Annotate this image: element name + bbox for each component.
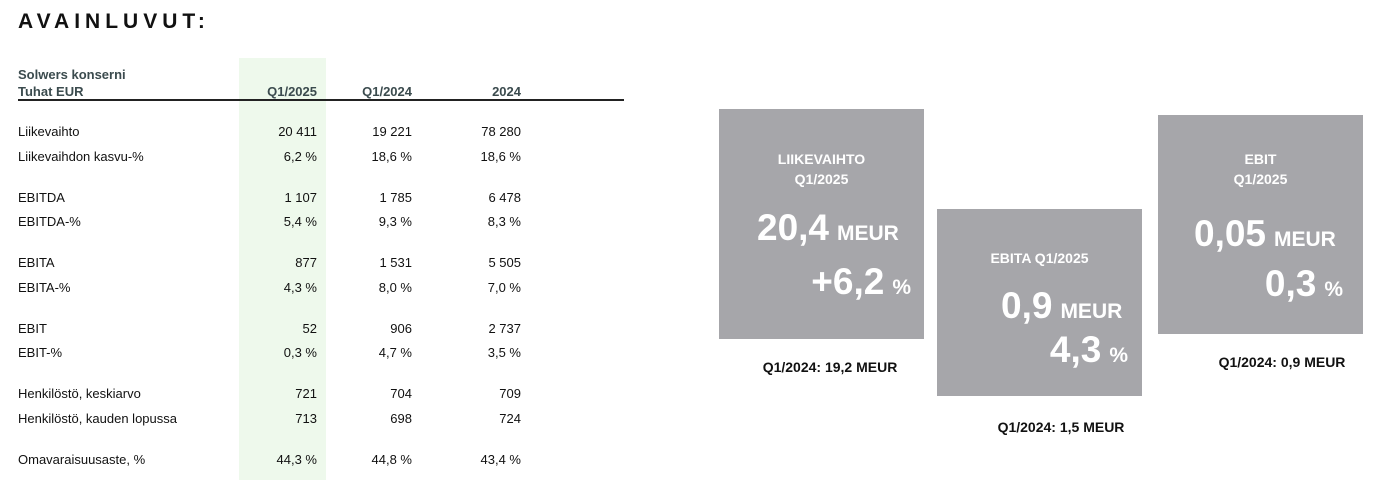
cell-value: 704 (390, 386, 412, 401)
page-title: AVAINLUVUT: (18, 10, 210, 33)
cell-value: 713 (295, 410, 317, 426)
cell-value: 3,5 % (487, 345, 521, 360)
cell-value: 2 737 (488, 320, 521, 336)
cell-value: 4,3 % (283, 279, 317, 295)
card-title: Q1/2025 (794, 171, 849, 187)
cell-value: 5 505 (488, 255, 521, 270)
main-value: 0,05 (1194, 213, 1267, 254)
sub-value: +6,2 (811, 261, 885, 302)
column-header: 2024 (492, 84, 521, 99)
card-title: EBIT (1244, 151, 1277, 167)
table-caption: Tuhat EUR (18, 84, 84, 99)
row-label: Liikevaihdon kasvu-% (18, 148, 144, 164)
card-sub: 0,3% (1265, 263, 1343, 305)
sub-unit: % (1324, 278, 1343, 301)
main-value: 0,9 (1001, 285, 1053, 326)
row-label: EBIT-% (18, 345, 63, 360)
column-header: Q1/2025 (267, 84, 317, 99)
row-label: Omavaraisuusaste, % (18, 451, 146, 467)
card-footnote: Q1/2024: 0,9 MEUR (1218, 354, 1346, 370)
row-label: EBIT (18, 320, 47, 336)
row-label: EBITA-% (18, 279, 71, 295)
header-rule (18, 99, 624, 101)
card-footnote: Q1/2024: 1,5 MEUR (997, 419, 1125, 435)
cell-value: 1 107 (284, 189, 317, 205)
card-main: 20,4 MEUR (757, 207, 899, 249)
card-main: 0,05 MEUR (1194, 213, 1336, 255)
cell-value: 4,7 % (378, 345, 412, 360)
cell-value: 8,3 % (487, 214, 521, 229)
row-label: Henkilöstö, keskiarvo (18, 386, 141, 401)
card-main: 0,9 MEUR (1001, 285, 1122, 327)
cell-value: 709 (499, 386, 521, 401)
kpi-card: EBIT Q1/2025 0,05 MEUR 0,3% (1158, 115, 1363, 334)
card-title: Q1/2025 (1233, 171, 1288, 187)
cell-value: 721 (295, 386, 317, 401)
cell-value: 7,0 % (487, 279, 521, 295)
cell-value: 9,3 % (378, 214, 412, 229)
card-title: LIIKEVAIHTO (777, 151, 866, 167)
cell-value: 0,3 % (283, 345, 317, 360)
kpi-card: LIIKEVAIHTO Q1/2025 20,4 MEUR +6,2% (719, 109, 924, 339)
cell-value: 724 (499, 410, 521, 426)
sub-value: 0,3 (1264, 263, 1317, 304)
cell-value: 877 (295, 255, 317, 270)
main-unit: MEUR (1274, 228, 1336, 251)
cell-value: 18,6 % (371, 148, 412, 164)
sub-value: 4,3 (1049, 329, 1102, 370)
row-label: EBITDA (18, 189, 65, 205)
column-highlight (239, 58, 326, 480)
kpi-card: EBITA Q1/2025 0,9 MEUR 4,3% (937, 209, 1142, 396)
cell-value: 44,3 % (276, 451, 317, 467)
cell-value: 906 (390, 320, 412, 336)
cell-value: 19 221 (372, 124, 412, 139)
cell-value: 20 411 (278, 124, 317, 139)
column-header: Q1/2024 (362, 84, 412, 99)
main-unit: MEUR (1060, 300, 1123, 323)
sub-unit: % (1109, 344, 1128, 367)
cell-value: 6,2 % (283, 148, 317, 164)
cell-value: 52 (302, 320, 317, 336)
cell-value: 6 478 (488, 189, 521, 205)
cell-value: 1 785 (379, 189, 412, 205)
row-label: Henkilöstö, kauden lopussa (18, 410, 177, 426)
cell-value: 44,8 % (371, 451, 412, 467)
card-sub: +6,2% (811, 261, 911, 303)
sub-unit: % (892, 276, 911, 299)
cell-value: 8,0 % (378, 279, 412, 295)
table-caption: Solwers konserni (18, 67, 126, 82)
row-label: EBITDA-% (18, 214, 81, 229)
row-label: Liikevaihto (18, 124, 80, 139)
cell-value: 5,4 % (283, 214, 317, 229)
card-title: EBITA Q1/2025 (990, 250, 1089, 266)
main-value: 20,4 (757, 207, 830, 248)
card-footnote: Q1/2024: 19,2 MEUR (762, 359, 898, 375)
cell-value: 1 531 (379, 255, 412, 270)
cell-value: 43,4 % (480, 451, 521, 467)
row-label: EBITA (18, 255, 55, 270)
cell-value: 698 (390, 410, 412, 426)
cell-value: 78 280 (481, 124, 521, 139)
card-sub: 4,3% (1050, 329, 1128, 371)
main-unit: MEUR (837, 222, 899, 245)
cell-value: 18,6 % (480, 148, 521, 164)
